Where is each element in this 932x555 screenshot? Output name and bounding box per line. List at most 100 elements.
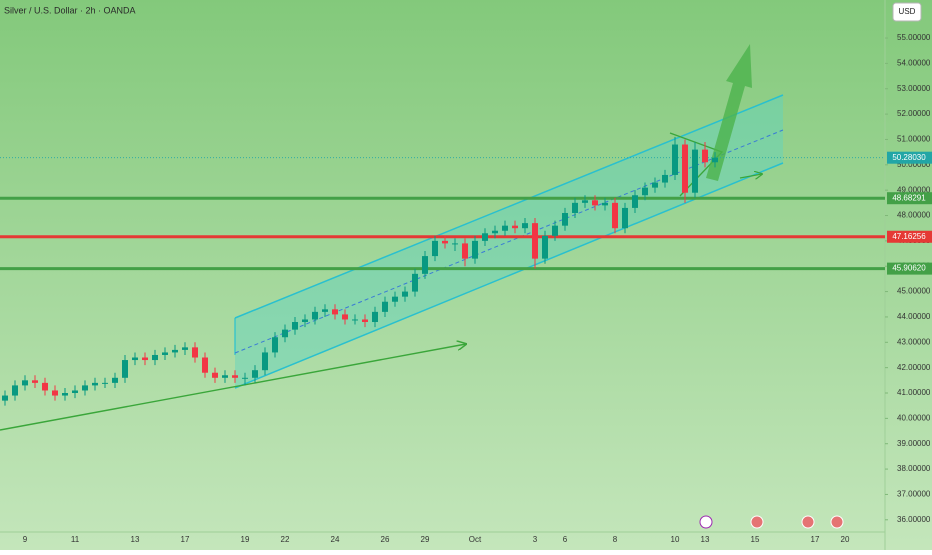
candle-body [212, 372, 218, 378]
candle-body [512, 225, 518, 229]
candle-body [562, 212, 568, 226]
event-icons [699, 515, 844, 529]
candle-body [702, 149, 708, 163]
candle-body [22, 380, 28, 386]
channel-lower [234, 162, 784, 389]
candle-body [352, 319, 358, 321]
price-tag-label: 47.16256 [892, 232, 926, 241]
trend-line [0, 344, 466, 431]
candle-body [402, 291, 408, 297]
x-tick-label: 8 [613, 535, 618, 544]
x-tick-label: 20 [841, 535, 850, 544]
currency-button[interactable] [892, 2, 922, 22]
candle-body [302, 319, 308, 323]
candle-body [102, 382, 108, 384]
candle-body [262, 352, 268, 371]
candle-body [342, 314, 348, 320]
event-icon[interactable] [801, 515, 815, 529]
y-tick-label: 45.00000 [897, 287, 931, 296]
candle-body [622, 207, 628, 229]
price-tag [887, 262, 932, 275]
candle-body [282, 329, 288, 338]
candle-body [392, 296, 398, 302]
y-tick-label: 41.00000 [897, 388, 931, 397]
event-icon[interactable] [750, 515, 764, 529]
x-tick-label: 17 [181, 535, 190, 544]
x-tick-label: 11 [71, 535, 80, 544]
candle-body [542, 235, 548, 259]
x-tick-label: 13 [131, 535, 140, 544]
candle-body [432, 240, 438, 257]
candle-body [192, 347, 198, 358]
price-tag [887, 151, 932, 164]
y-tick-label: 53.00000 [897, 84, 931, 93]
candle-body [62, 393, 68, 396]
candle-body [552, 225, 558, 236]
candle-body [502, 225, 508, 231]
candle-body [152, 354, 158, 361]
candle-body [612, 202, 618, 229]
candle-body [82, 385, 88, 391]
x-tick-label: 19 [241, 535, 250, 544]
candle-body [412, 273, 418, 292]
y-tick-label: 43.00000 [897, 337, 931, 346]
price-tag [887, 192, 932, 205]
candle-body [692, 149, 698, 193]
candle-body [492, 230, 498, 234]
candle-body [682, 144, 688, 193]
candle-body [2, 395, 8, 401]
x-tick-label: 15 [751, 535, 760, 544]
candle-body [662, 174, 668, 183]
price-tag [887, 230, 932, 243]
y-tick-label: 52.00000 [897, 109, 931, 118]
candle-body [712, 157, 718, 163]
event-icon[interactable] [830, 515, 844, 529]
x-tick-label: Oct [469, 535, 482, 544]
candle-body [42, 382, 48, 391]
y-tick-label: 44.00000 [897, 312, 931, 321]
candle-body [202, 357, 208, 373]
candle-body [362, 319, 368, 323]
candle-body [372, 311, 378, 323]
candle-body [222, 375, 228, 378]
event-icon[interactable] [699, 515, 713, 529]
candle-body [12, 385, 18, 396]
candle-body [332, 309, 338, 315]
y-tick-label: 39.00000 [897, 439, 931, 448]
candle-body [672, 144, 678, 175]
candle-body [142, 357, 148, 361]
candle-body [232, 375, 238, 378]
x-tick-label: 22 [281, 535, 290, 544]
candle-body [592, 200, 598, 206]
y-tick-label: 37.00000 [897, 490, 931, 499]
x-tick-label: 3 [533, 535, 538, 544]
candle-body [162, 352, 168, 355]
y-tick-label: 36.00000 [897, 515, 931, 524]
candle-body [32, 380, 38, 383]
candle-body [382, 301, 388, 312]
candle-body [292, 322, 298, 330]
candle-body [92, 382, 98, 386]
channel-mid [234, 129, 784, 354]
candle-body [242, 377, 248, 379]
currency-label[interactable]: USD [899, 7, 916, 16]
y-tick-label: 42.00000 [897, 363, 931, 372]
x-tick-label: 6 [563, 535, 568, 544]
y-tick-label: 50.00000 [897, 160, 931, 169]
levels [0, 157, 885, 271]
candle-body [522, 223, 528, 229]
y-tick-label: 49.00000 [897, 185, 931, 194]
candle-body [52, 390, 58, 396]
candle-body [632, 195, 638, 208]
y-tick-label: 54.00000 [897, 58, 931, 67]
candle-body [442, 240, 448, 244]
candle-body [572, 202, 578, 213]
candle-body [582, 200, 588, 203]
candle-body [452, 243, 458, 245]
candle-body [312, 311, 318, 320]
candle-body [422, 256, 428, 274]
trend-arrow [739, 174, 762, 178]
x-tick-label: 9 [23, 535, 28, 544]
